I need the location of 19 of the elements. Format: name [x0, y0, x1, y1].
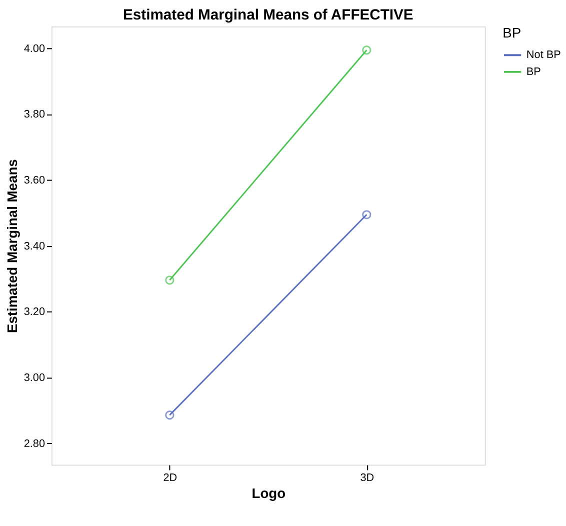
y-tick-label: 3.80: [24, 108, 46, 121]
legend-label: Not BP: [526, 49, 561, 62]
point: [362, 210, 372, 220]
x-axis-title: Logo: [252, 484, 286, 501]
y-axis-title: Estimated Marginal Means: [4, 158, 20, 334]
point: [362, 46, 372, 55]
y-tick-label: 3.00: [24, 372, 46, 384]
point: [165, 276, 174, 285]
x-tick-label: 3D: [360, 472, 374, 484]
y-tick-label: 4.00: [24, 42, 46, 55]
point: [165, 410, 174, 420]
x-tick-label: 2D: [163, 472, 178, 484]
y-tick-label: 2.80: [24, 438, 46, 450]
chart-title: Estimated Marginal Means of AFFECTIVE: [123, 7, 414, 24]
y-tick-label: 3.20: [24, 306, 46, 318]
y-tick-label: 3.40: [24, 240, 46, 252]
legend-title: BP: [502, 24, 522, 40]
legend-label: BP: [526, 66, 541, 78]
y-tick-label: 3.60: [24, 174, 46, 187]
